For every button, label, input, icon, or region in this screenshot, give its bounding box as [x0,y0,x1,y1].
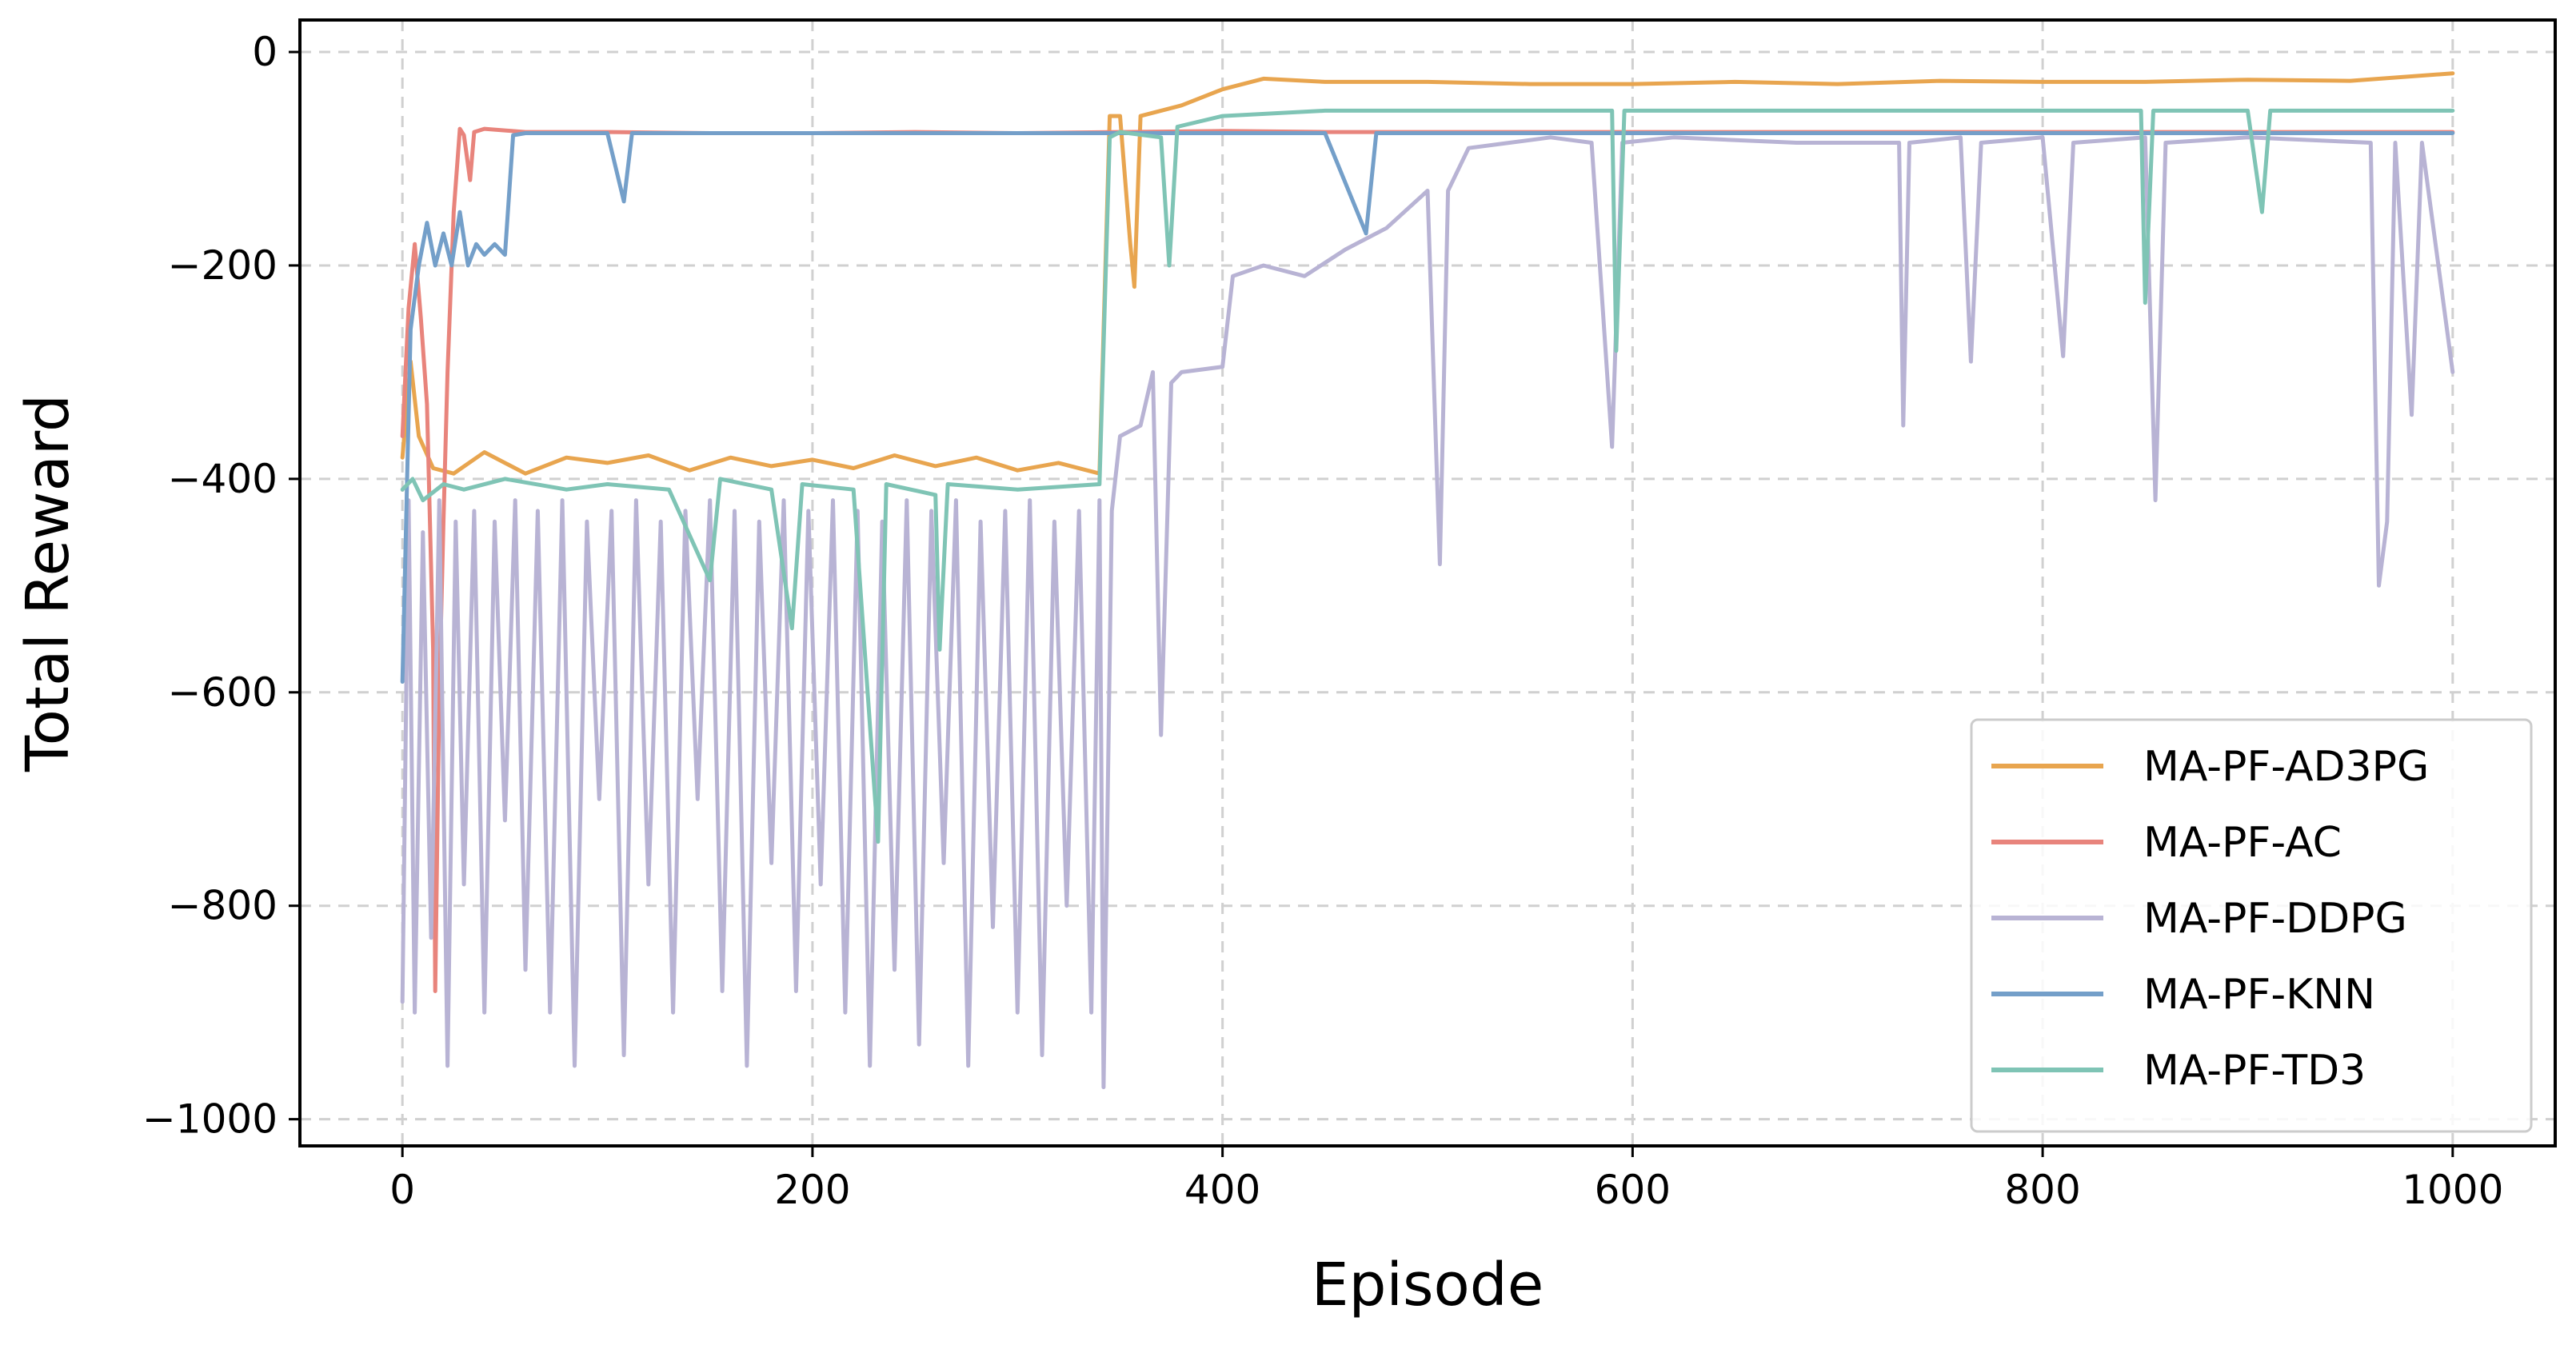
axis-ticks: 0 200 400 600 800 1000 0 −200 −400 −600 −800 −1000 [142,29,2504,1213]
legend-label: MA-PF-AD3PG [2143,743,2429,791]
x-tick-label: 200 [774,1167,850,1213]
x-tick-label: 400 [1184,1167,1260,1213]
legend-label: MA-PF-KNN [2143,971,2375,1019]
x-tick-label: 600 [1595,1167,1671,1213]
y-tick-label: −200 [168,242,278,289]
y-tick-label: −800 [168,883,278,929]
x-axis-label: Episode [1312,1251,1544,1319]
legend: MA-PF-AD3PG MA-PF-AC MA-PF-DDPG MA-PF-KNN MA… [1970,718,2533,1133]
series-line-ma-pf-knn [400,131,2455,684]
series-line-ma-pf-ddpg [400,135,2455,1090]
x-tick-label: 800 [2004,1167,2080,1213]
y-tick-label: −600 [168,669,278,716]
legend-box [1970,718,2533,1133]
legend-label: MA-PF-TD3 [2143,1047,2366,1095]
x-tick-label: 0 [389,1167,415,1213]
legend-label: MA-PF-DDPG [2143,895,2407,943]
plot-frame [298,18,2557,1147]
y-tick-label: −400 [168,456,278,502]
series-line-ma-pf-td3 [400,108,2455,844]
series-lines [400,71,2455,1090]
legend-label: MA-PF-AC [2143,819,2342,867]
x-tick-label: 1000 [2402,1167,2503,1213]
y-tick-label: 0 [252,29,278,75]
y-tick-label: −1000 [142,1096,278,1143]
y-axis-label: Total Reward [14,394,82,772]
